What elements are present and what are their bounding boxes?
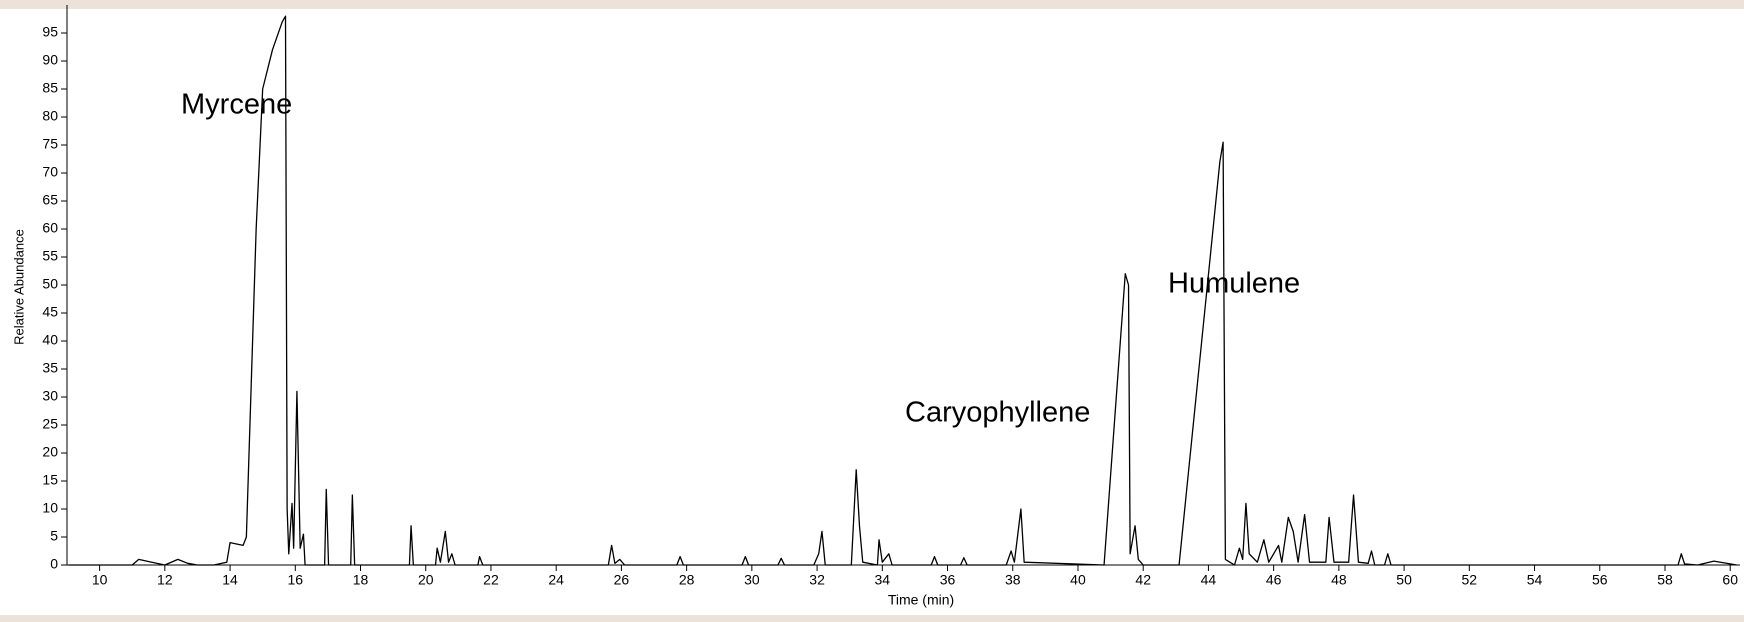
x-tick-label: 34 bbox=[875, 572, 891, 588]
x-tick-label: 36 bbox=[940, 572, 956, 588]
y-tick-label: 35 bbox=[42, 360, 58, 376]
y-tick-label: 50 bbox=[42, 276, 58, 292]
x-tick-label: 42 bbox=[1135, 572, 1151, 588]
x-tick-label: 28 bbox=[679, 572, 695, 588]
y-tick-label: 30 bbox=[42, 388, 58, 404]
y-tick-label: 5 bbox=[50, 528, 58, 544]
y-tick-label: 65 bbox=[42, 192, 58, 208]
y-tick-label: 85 bbox=[42, 80, 58, 96]
x-tick-label: 12 bbox=[157, 572, 173, 588]
x-tick-label: 18 bbox=[353, 572, 369, 588]
y-tick-label: 25 bbox=[42, 416, 58, 432]
x-tick-label: 52 bbox=[1462, 572, 1478, 588]
peak-annotation: Myrcene bbox=[181, 89, 292, 121]
x-tick-label: 48 bbox=[1331, 572, 1347, 588]
x-tick-label: 40 bbox=[1070, 572, 1086, 588]
y-tick-label: 70 bbox=[42, 164, 58, 180]
y-tick-label: 10 bbox=[42, 500, 58, 516]
y-tick-label: 90 bbox=[42, 52, 58, 68]
peak-annotation: Humulene bbox=[1168, 268, 1300, 300]
x-tick-label: 10 bbox=[92, 572, 108, 588]
x-tick-label: 22 bbox=[483, 572, 499, 588]
x-tick-label: 58 bbox=[1657, 572, 1673, 588]
x-tick-label: 56 bbox=[1592, 572, 1608, 588]
y-tick-label: 60 bbox=[42, 220, 58, 236]
y-tick-label: 40 bbox=[42, 332, 58, 348]
y-axis-label: Relative Abundance bbox=[11, 229, 26, 345]
x-tick-label: 60 bbox=[1722, 572, 1738, 588]
x-tick-label: 54 bbox=[1527, 572, 1543, 588]
x-tick-label: 20 bbox=[418, 572, 434, 588]
x-tick-label: 30 bbox=[744, 572, 760, 588]
x-tick-label: 14 bbox=[222, 572, 238, 588]
x-axis-label: Time (min) bbox=[888, 592, 954, 608]
plot-background bbox=[0, 9, 1744, 615]
y-tick-label: 45 bbox=[42, 304, 58, 320]
y-tick-label: 15 bbox=[42, 472, 58, 488]
y-tick-label: 95 bbox=[42, 24, 58, 40]
y-tick-label: 80 bbox=[42, 108, 58, 124]
peak-annotation: Caryophyllene bbox=[905, 397, 1090, 429]
x-tick-label: 26 bbox=[614, 572, 630, 588]
chromatogram-line bbox=[68, 15, 1737, 566]
x-tick-label: 32 bbox=[809, 572, 825, 588]
x-tick-label: 16 bbox=[287, 572, 303, 588]
y-tick-label: 75 bbox=[42, 136, 58, 152]
y-tick-label: 20 bbox=[42, 444, 58, 460]
x-tick-label: 24 bbox=[548, 572, 564, 588]
x-tick-label: 38 bbox=[1005, 572, 1021, 588]
y-tick-label: 55 bbox=[42, 248, 58, 264]
x-tick-label: 46 bbox=[1266, 572, 1282, 588]
x-tick-label: 50 bbox=[1396, 572, 1412, 588]
y-tick-label: 0 bbox=[50, 556, 58, 572]
x-tick-label: 44 bbox=[1201, 572, 1217, 588]
